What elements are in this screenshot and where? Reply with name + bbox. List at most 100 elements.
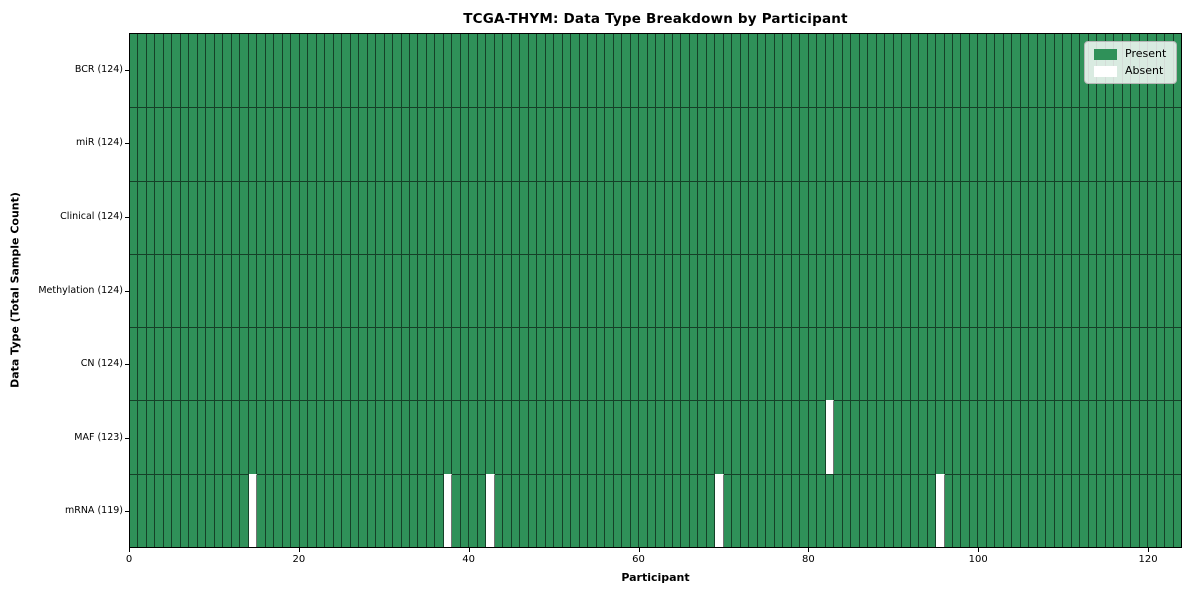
heatmap-cell (393, 34, 402, 108)
heatmap-cell (1063, 327, 1072, 401)
heatmap-cell (647, 327, 657, 401)
heatmap-cell (189, 327, 198, 401)
heatmap-cell (265, 400, 275, 474)
heatmap-cell (274, 107, 283, 181)
heatmap-cell (639, 473, 648, 547)
heatmap-cell (944, 327, 953, 401)
heatmap-cell (426, 253, 436, 328)
heatmap-cell (723, 253, 733, 328)
y-tick-mark (125, 438, 129, 439)
heatmap-cell (647, 253, 657, 328)
heatmap-cell (681, 34, 690, 108)
heatmap-cell (647, 34, 657, 108)
heatmap-cell (622, 327, 631, 401)
heatmap-cell (545, 327, 555, 401)
heatmap-cell (308, 473, 317, 547)
heatmap-cell (528, 253, 538, 328)
heatmap-cell (291, 34, 300, 108)
heatmap-cell (783, 253, 792, 328)
heatmap-cell (265, 253, 275, 328)
heatmap-cell (1020, 34, 1030, 108)
heatmap-cell (825, 400, 835, 474)
heatmap-cell (130, 180, 139, 254)
heatmap-cell (986, 253, 996, 328)
heatmap-cell (800, 400, 809, 474)
heatmap-cell (605, 473, 614, 547)
heatmap-cell (664, 107, 673, 181)
heatmap-cell (885, 107, 894, 181)
heatmap-cell (715, 107, 724, 181)
heatmap-cell (596, 107, 606, 181)
heatmap-cell (1037, 107, 1047, 181)
heatmap-cell (299, 327, 309, 401)
heatmap-cell (130, 327, 139, 401)
heatmap-cell (1139, 400, 1149, 474)
heatmap-cell (554, 107, 563, 181)
heatmap-cell (494, 34, 504, 108)
heatmap-cell (1173, 253, 1182, 328)
heatmap-cell (740, 253, 750, 328)
heatmap-cell (528, 107, 538, 181)
x-tick-label: 100 (968, 554, 988, 565)
heatmap-cell (367, 107, 377, 181)
y-tick-label-cn: CN (124) (80, 358, 123, 369)
heatmap-cell (274, 34, 283, 108)
heatmap-cell (605, 253, 614, 328)
heatmap-cell (155, 253, 164, 328)
heatmap-cell (961, 107, 970, 181)
heatmap-cell (257, 107, 266, 181)
heatmap-cell (749, 34, 758, 108)
heatmap-cell (885, 253, 894, 328)
heatmap-cell (1173, 107, 1182, 181)
heatmap-cell (681, 180, 690, 254)
heatmap-row-bcr (130, 34, 1182, 108)
heatmap-cell (961, 473, 970, 547)
heatmap-cell (732, 34, 741, 108)
heatmap-cell (393, 400, 402, 474)
heatmap-cell (783, 327, 792, 401)
heatmap-cell (291, 107, 300, 181)
heatmap-cell (240, 107, 249, 181)
heatmap-cell (477, 400, 487, 474)
y-tick-label-mrna: mRNA (119) (64, 505, 123, 516)
heatmap-cell (1003, 473, 1013, 547)
heatmap-cell (486, 400, 495, 474)
heatmap-cell (1088, 327, 1098, 401)
heatmap-cell (206, 107, 215, 181)
heatmap-cell (486, 107, 495, 181)
heatmap-cell (689, 400, 699, 474)
heatmap-cell (723, 327, 733, 401)
heatmap-cell (325, 473, 334, 547)
heatmap-cell (146, 253, 156, 328)
heatmap-cell (545, 253, 555, 328)
heatmap-cell (571, 180, 580, 254)
heatmap-cell (248, 327, 258, 401)
heatmap-cell (757, 180, 767, 254)
heatmap-cell (342, 327, 351, 401)
heatmap-cell (885, 400, 894, 474)
heatmap-cell (732, 400, 741, 474)
x-tick-mark (129, 548, 130, 552)
heatmap-cell (1063, 180, 1072, 254)
x-tick-mark (978, 548, 980, 552)
y-tick-label-maf: MAF (123) (74, 432, 123, 443)
heatmap-cell (851, 473, 860, 547)
heatmap-cell (630, 253, 640, 328)
heatmap-cell (367, 253, 377, 328)
heatmap-cell (308, 107, 317, 181)
heatmap-cell (138, 473, 147, 547)
heatmap-cell (944, 180, 953, 254)
heatmap-cell (503, 253, 512, 328)
heatmap-cell (554, 253, 563, 328)
x-tick-mark (298, 548, 300, 552)
heatmap-cell (401, 473, 410, 547)
heatmap-cell (443, 253, 453, 328)
heatmap-cell (766, 107, 775, 181)
heatmap-cell (842, 473, 852, 547)
x-axis-label: Participant (621, 571, 690, 584)
heatmap-cell (834, 253, 843, 328)
heatmap-cell (562, 107, 572, 181)
heatmap-cell (180, 473, 190, 547)
heatmap-cell (350, 253, 360, 328)
heatmap-cell (248, 473, 258, 547)
